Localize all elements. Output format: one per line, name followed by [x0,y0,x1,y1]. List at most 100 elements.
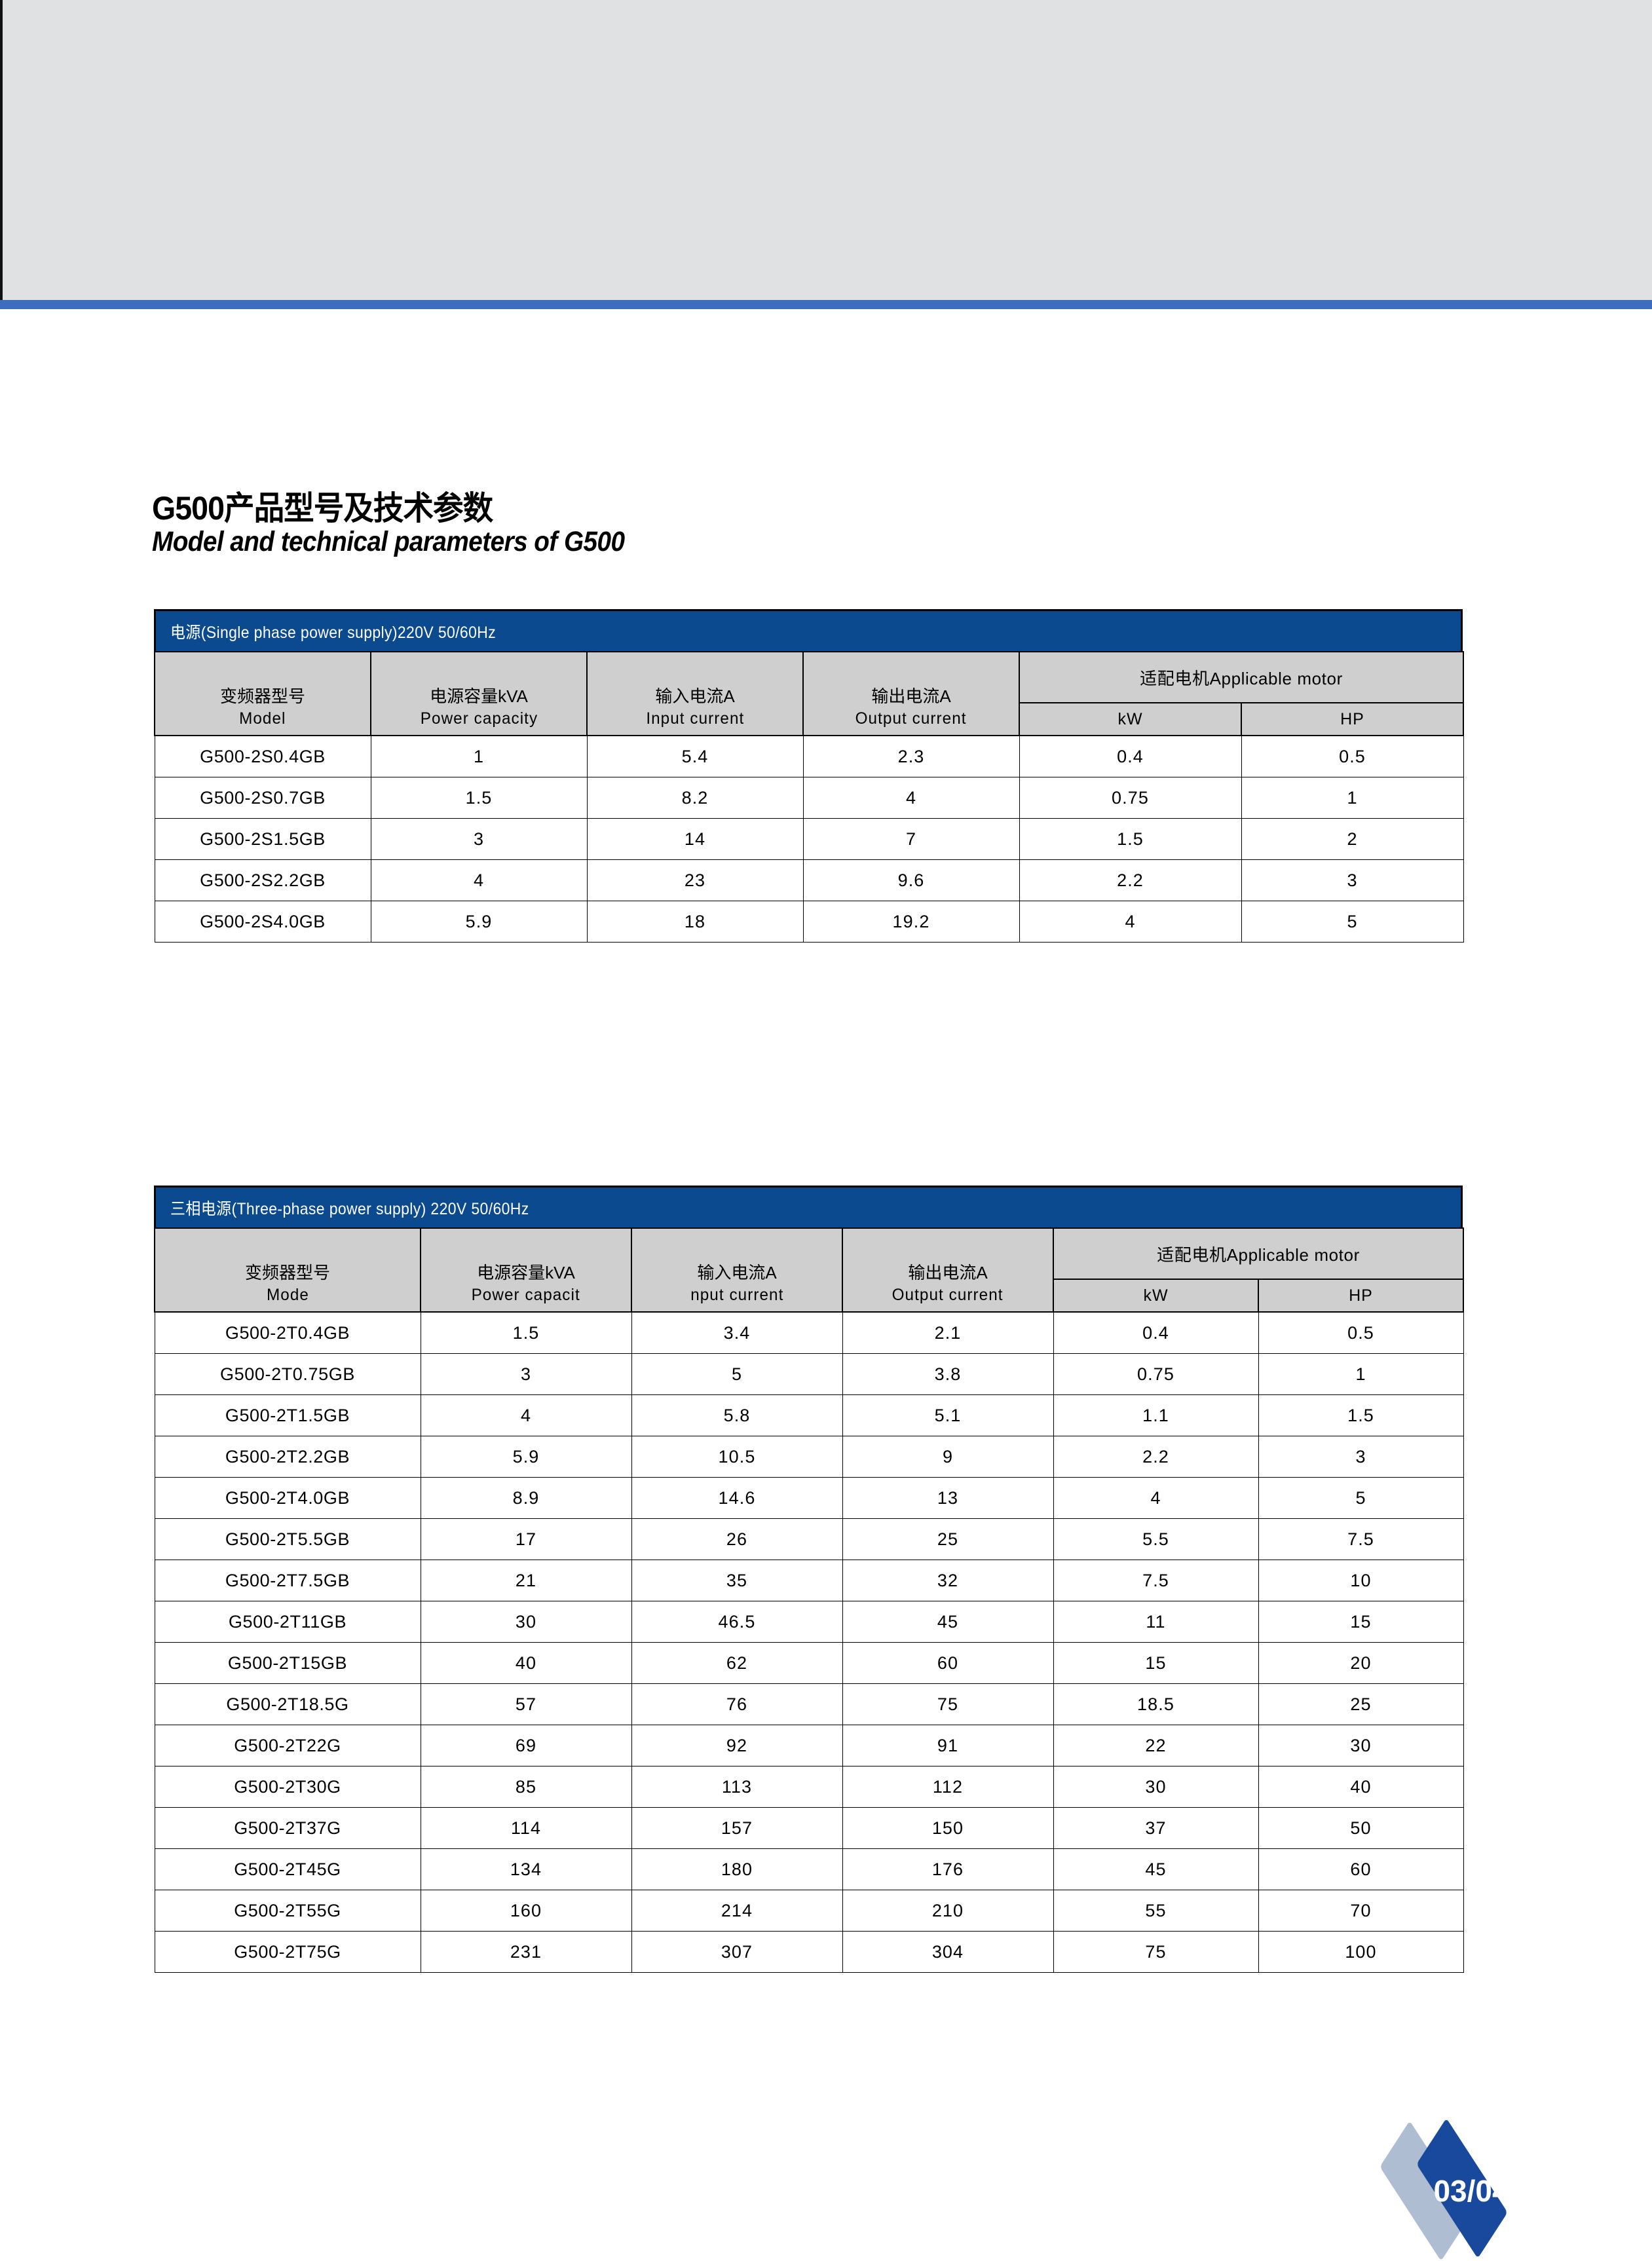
cell-hp: 15 [1258,1601,1464,1643]
cell-output: 2.3 [802,735,1020,777]
cell-model: G500-2T75G [154,1931,421,1973]
cell-capacity: 69 [420,1725,632,1766]
cell-capacity: 160 [420,1890,632,1932]
cell-model: G500-2T2.2GB [154,1436,421,1478]
cell-output: 25 [842,1518,1054,1560]
cell-kw: 1.1 [1053,1394,1259,1436]
cell-model: G500-2S0.7GB [154,777,371,819]
header-capacity-en: Power capacity [420,709,538,728]
cell-input: 23 [586,859,804,901]
cell-hp: 30 [1258,1725,1464,1766]
cell-model: G500-2T22G [154,1725,421,1766]
cell-input: 180 [631,1848,843,1890]
header-model-cn: 变频器型号 [219,686,305,707]
table-row: G500-2T18.5G 57 76 75 18.5 25 [154,1683,1464,1725]
table-row: G500-2T7.5GB 21 35 32 7.5 10 [154,1560,1464,1601]
cell-kw: 18.5 [1053,1683,1259,1725]
cell-input: 3.4 [631,1311,843,1354]
cell-kw: 0.4 [1053,1311,1259,1354]
header-capacity-en: Power capacit [471,1285,581,1304]
header-hp: HP [1241,702,1464,736]
cell-model: G500-2T1.5GB [154,1394,421,1436]
table-row: G500-2T11GB 30 46.5 45 11 15 [154,1601,1464,1643]
header-capacity-cn: 电源容量kVA [430,686,528,707]
cell-output: 19.2 [802,901,1020,943]
header-capacity: 电源容量kVA Power capacity [370,651,588,736]
cell-kw: 4 [1019,901,1242,943]
cell-model: G500-2T18.5G [154,1683,421,1725]
cell-kw: 55 [1053,1890,1259,1932]
cell-hp: 1.5 [1258,1394,1464,1436]
cell-capacity: 231 [420,1931,632,1973]
header-model: 变频器型号 Mode [154,1227,421,1313]
table-row: G500-2T15GB 40 62 60 15 20 [154,1642,1464,1684]
header-output-en: Output current [855,709,967,728]
page-title: G500产品型号及技术参数 Model and technical parame… [152,491,1200,559]
cell-hp: 70 [1258,1890,1464,1932]
cell-model: G500-2T30G [154,1766,421,1808]
cell-input: 62 [631,1642,843,1684]
page-body: G500产品型号及技术参数 Model and technical parame… [0,309,1652,2252]
three-phase-table-body: G500-2T0.4GB 1.5 3.4 2.1 0.4 0.5 G500-2T0.75GB… [154,1311,1464,1973]
cell-input: 307 [631,1931,843,1973]
header-output-current: 输出电流A Output current [802,651,1020,736]
cell-hp: 40 [1258,1766,1464,1808]
cell-model: G500-2T0.4GB [154,1311,421,1354]
header-output-en: Output current [892,1285,1004,1304]
cell-hp: 0.5 [1258,1311,1464,1354]
cell-output: 210 [842,1890,1054,1932]
cell-hp: 3 [1258,1436,1464,1478]
cell-kw: 0.75 [1019,777,1242,819]
cell-output: 13 [842,1477,1054,1519]
table-header-row: 变频器型号 Model 电源容量kVA Power capacity 输入电流A [154,651,1464,736]
cell-kw: 45 [1053,1848,1259,1890]
header-input-current: 输入电流A Input current [586,651,804,736]
cell-input: 214 [631,1890,843,1932]
cell-capacity: 85 [420,1766,632,1808]
cell-capacity: 3 [420,1353,632,1395]
cell-hp: 100 [1258,1931,1464,1973]
cell-hp: 20 [1258,1642,1464,1684]
cell-model: G500-2S4.0GB [154,901,371,943]
header-output-cn: 输出电流A [908,1263,988,1283]
header-output-cn: 输出电流A [871,686,951,707]
single-phase-table-section: 电源(Single phase power supply)220V 50/60H… [154,609,1464,943]
table-row: G500-2T30G 85 113 112 30 40 [154,1766,1464,1808]
cell-input: 18 [586,901,804,943]
cell-input: 92 [631,1725,843,1766]
cell-output: 112 [842,1766,1054,1808]
cell-hp: 10 [1258,1560,1464,1601]
top-blue-rule [0,300,1652,309]
cell-output: 91 [842,1725,1054,1766]
header-input-en: nput current [690,1285,784,1304]
cell-model: G500-2T45G [154,1848,421,1890]
cell-capacity: 134 [420,1848,632,1890]
cell-model: G500-2T11GB [154,1601,421,1643]
cell-capacity: 5.9 [370,901,588,943]
cell-hp: 60 [1258,1848,1464,1890]
three-phase-band-label: 三相电源(Three-phase power supply) 220V 50/6… [170,1199,529,1218]
cell-capacity: 5.9 [420,1436,632,1478]
cell-input: 157 [631,1807,843,1849]
cell-kw: 2.2 [1019,859,1242,901]
table-row: G500-2T0.75GB 3 5 3.8 0.75 1 [154,1353,1464,1395]
cell-capacity: 3 [370,818,588,860]
cell-output: 75 [842,1683,1054,1725]
cell-kw: 0.75 [1053,1353,1259,1395]
cell-kw: 4 [1053,1477,1259,1519]
header-kw: kW [1019,702,1242,736]
table-row: G500-2S2.2GB 4 23 9.6 2.2 3 [154,859,1464,901]
table-subheader-row: kW HP [155,1279,1464,1313]
table-row: G500-2T4.0GB 8.9 14.6 13 4 5 [154,1477,1464,1519]
cell-input: 76 [631,1683,843,1725]
cell-kw: 2.2 [1053,1436,1259,1478]
cell-output: 9.6 [802,859,1020,901]
cell-hp: 5 [1241,901,1464,943]
header-capacity: 电源容量kVA Power capacit [420,1227,632,1313]
cell-kw: 75 [1053,1931,1259,1973]
cell-model: G500-2T55G [154,1890,421,1932]
header-applicable-motor: 适配电机Applicable motor [1019,651,1464,703]
cell-output: 4 [802,777,1020,819]
cell-hp: 1 [1258,1353,1464,1395]
top-decorative-band [0,0,1652,300]
